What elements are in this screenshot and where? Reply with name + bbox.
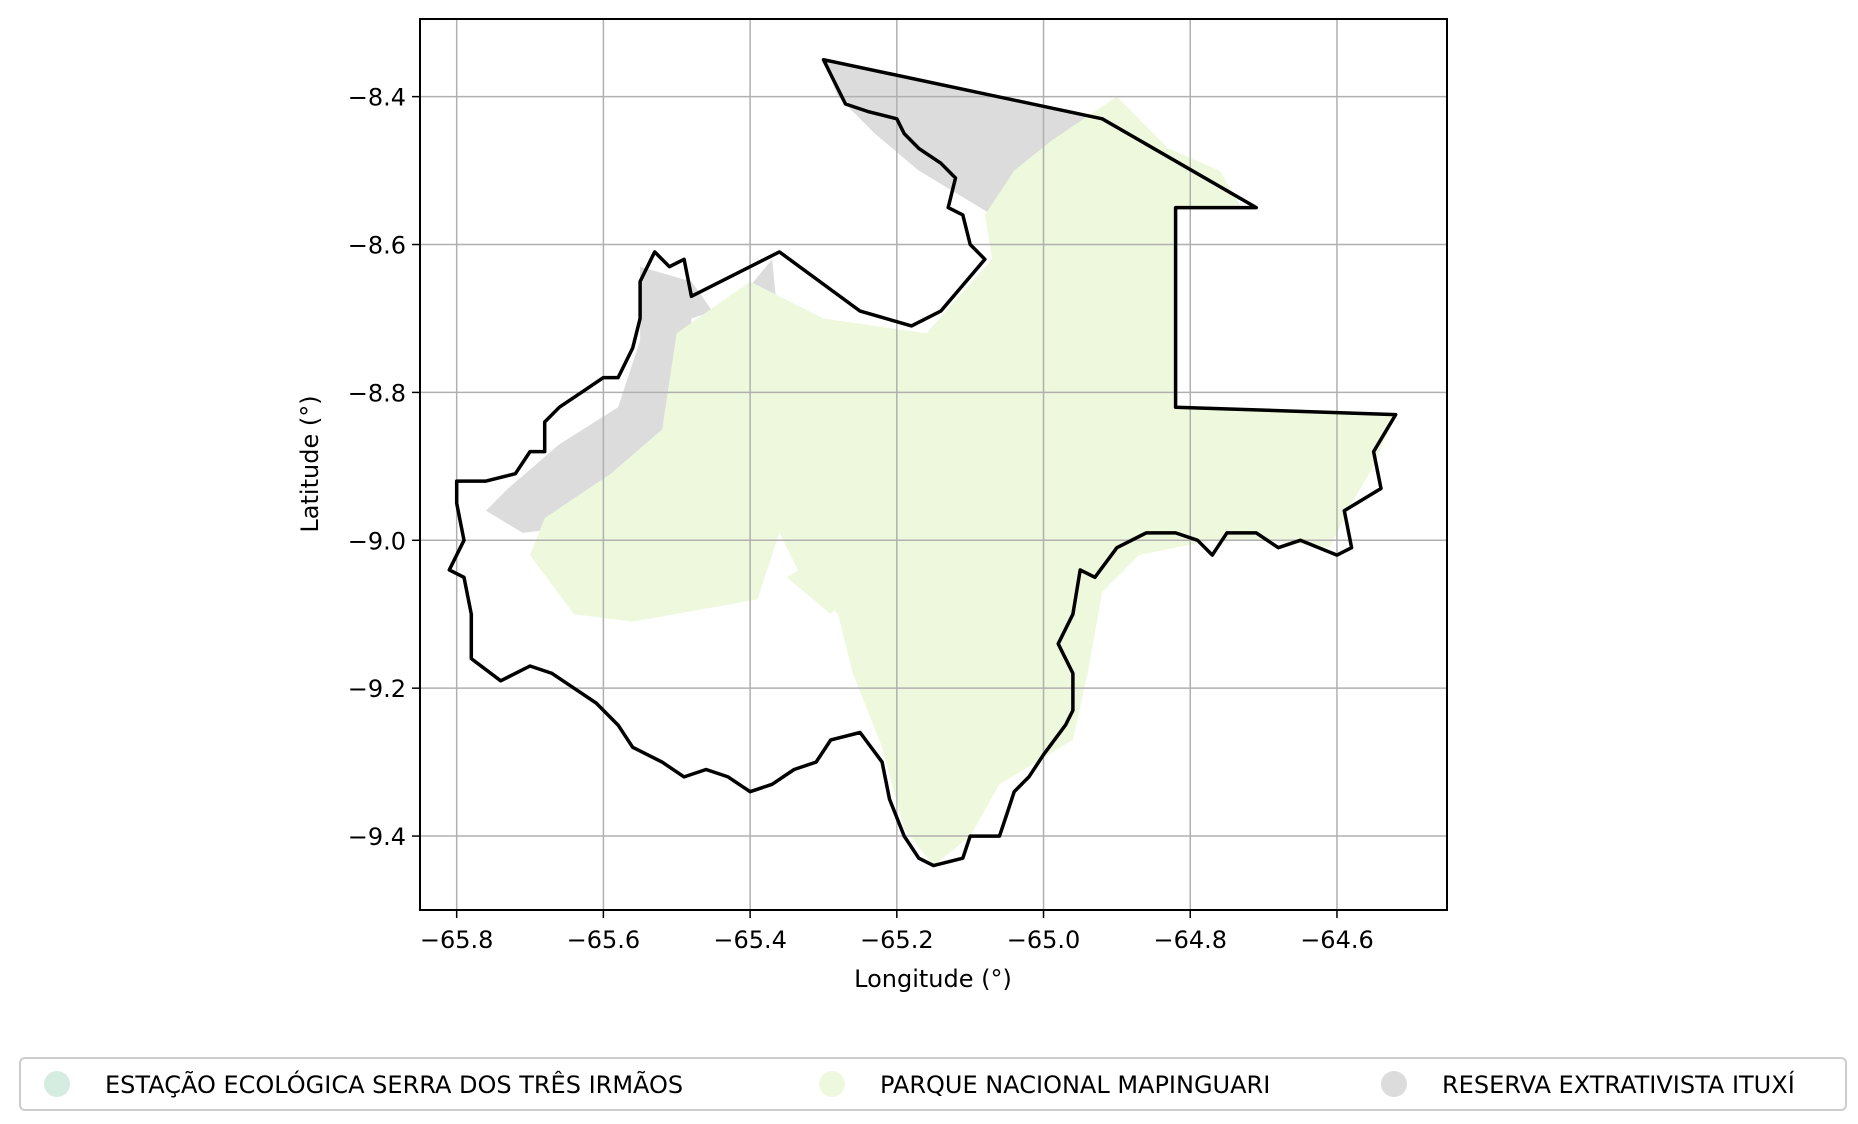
y-tick-label-4: −9.2: [348, 675, 406, 703]
y-tick-label-1: −8.6: [348, 232, 406, 260]
legend-marker-estacao: [44, 1071, 70, 1097]
legend-label-reserva: RESERVA EXTRATIVISTA ITUXÍ: [1442, 1070, 1795, 1099]
y-tick-label-0: −8.4: [348, 84, 406, 112]
protected-area-regions: [486, 59, 1396, 866]
y-tick-label-2: −8.8: [348, 379, 406, 407]
axis-ticks: −65.8 −65.6 −65.4 −65.2 −65.0 −64.8 −64.6 −8.4 −…: [348, 84, 1374, 954]
legend-frame: [19, 1057, 1847, 1111]
reserva-region-1: [486, 259, 780, 533]
boundary-line: [447, 57, 1398, 868]
parque-region-1: [786, 555, 846, 615]
y-axis-label: Latitude (°): [296, 395, 324, 532]
legend-marker-parque: [819, 1071, 845, 1097]
legend-label-estacao: ESTAÇÃO ECOLÓGICA SERRA DOS TRÊS IRMÃOS: [105, 1069, 683, 1099]
x-tick-label-1: −65.6: [567, 926, 641, 954]
x-tick-label-5: −64.8: [1153, 926, 1227, 954]
y-tick-label-3: −9.0: [348, 527, 406, 555]
x-axis-label: Longitude (°): [854, 965, 1012, 993]
y-tick-label-5: −9.4: [348, 823, 406, 851]
parque-region-0: [530, 96, 1396, 866]
x-tick-label-2: −65.4: [713, 926, 787, 954]
legend: ESTAÇÃO ECOLÓGICA SERRA DOS TRÊS IRMÃOS …: [19, 1057, 1847, 1111]
x-tick-label-3: −65.2: [860, 926, 934, 954]
legend-label-parque: PARQUE NACIONAL MAPINGUARI: [880, 1071, 1270, 1099]
legend-marker-reserva: [1381, 1071, 1407, 1097]
x-tick-label-4: −65.0: [1007, 926, 1081, 954]
x-tick-label-6: −64.6: [1300, 926, 1374, 954]
map-gridlines: [420, 19, 1447, 910]
reserva-region-0: [823, 59, 1132, 215]
axes-frame: [419, 18, 1448, 911]
x-tick-label-0: −65.8: [420, 926, 494, 954]
boundary-outline: [447, 57, 1398, 868]
